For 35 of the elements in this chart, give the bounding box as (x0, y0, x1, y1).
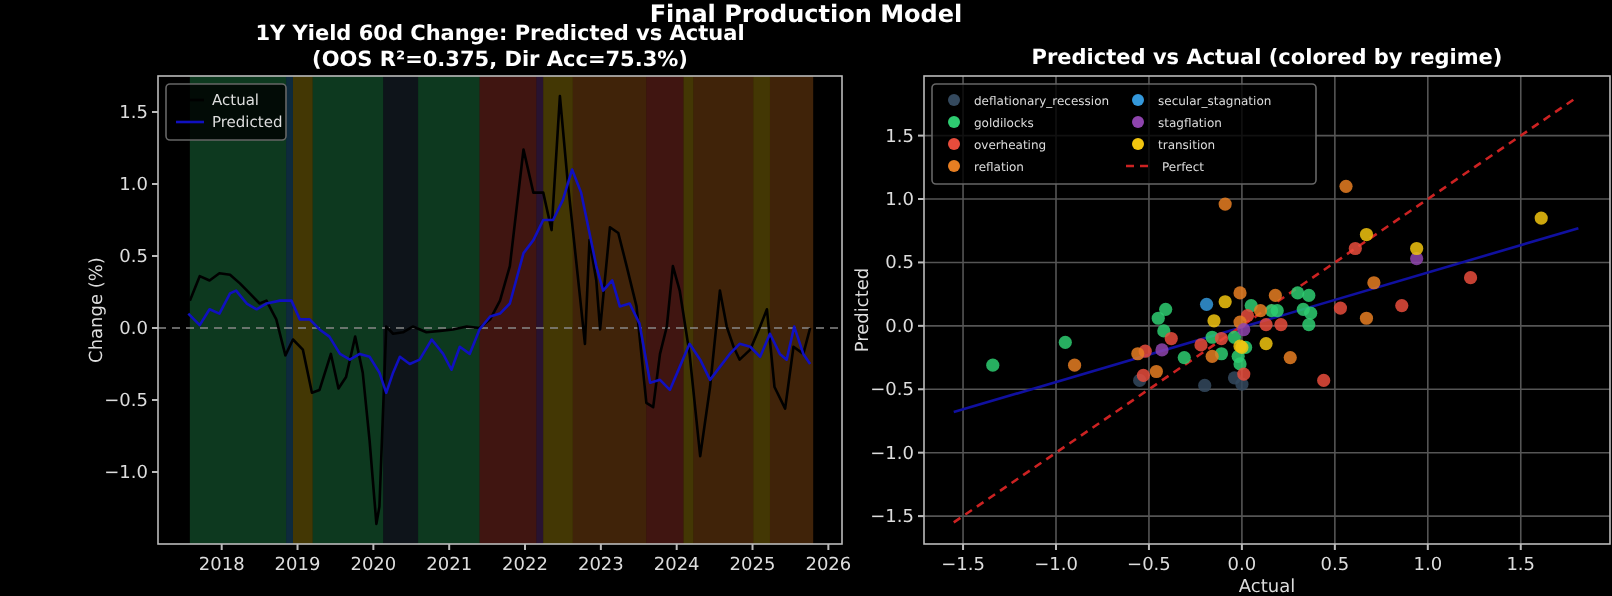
x-tick-label: −0.5 (1127, 556, 1171, 576)
y-tick-label: 0.0 (885, 317, 915, 338)
y-tick-label: 1.0 (119, 176, 149, 196)
y-tick-label: −1.5 (870, 508, 914, 529)
x-tick-label: 2021 (426, 556, 473, 576)
y-tick-label: 1.5 (885, 127, 914, 148)
x-tick-label: 2019 (274, 556, 321, 576)
x-tick-label: 1.5 (1506, 556, 1536, 576)
y-tick-label: −0.5 (870, 381, 914, 402)
x-tick-label: −1.0 (1034, 556, 1079, 576)
x-tick-label: 2018 (198, 556, 246, 576)
y-tick-label: 1.5 (119, 104, 148, 124)
x-tick-label: 1.0 (1413, 556, 1443, 576)
y-tick-label: −1.0 (104, 464, 149, 484)
y-tick-label: 0.0 (119, 320, 149, 340)
chart-title: 1Y Yield 60d Change: Predicted vs Actual (255, 22, 745, 46)
x-tick-label: −1.5 (941, 556, 985, 576)
y-tick-label: 0.5 (885, 254, 914, 275)
chart-subtitle: (OOS R²=0.375, Dir Acc=75.3%) (312, 48, 688, 72)
x-tick-label: 2022 (502, 556, 548, 576)
x-axis-title: Actual (1238, 578, 1296, 596)
y-tick-label: 1.0 (885, 191, 915, 212)
y-tick-label: −1.0 (870, 444, 915, 465)
y-axis-title: Predicted (854, 267, 874, 353)
x-tick-label: 2024 (653, 556, 701, 576)
x-tick-label: 2023 (577, 556, 624, 576)
x-tick-label: 2026 (805, 556, 852, 576)
x-tick-label: 2020 (350, 556, 397, 576)
x-tick-label: 0.0 (1227, 556, 1257, 576)
x-tick-label: 0.5 (1320, 556, 1350, 576)
y-axis-title: Change (%) (88, 257, 108, 363)
x-tick-label: 2025 (729, 556, 776, 576)
chart-title: Predicted vs Actual (colored by regime) (1031, 46, 1503, 70)
y-tick-label: 0.5 (119, 248, 148, 268)
y-tick-label: −0.5 (104, 392, 148, 412)
